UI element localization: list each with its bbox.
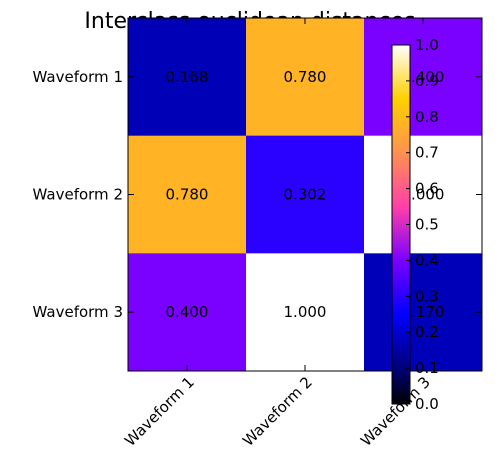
column-labels: Waveform 1 Waveform 2 Waveform 3 [121, 373, 434, 450]
colorbar-tick-label: 0.7 [415, 144, 439, 162]
heatmap-cell [128, 135, 247, 254]
colorbar-tick-label: 0.5 [415, 216, 439, 234]
colorbar-tick-label: 0.8 [415, 108, 439, 126]
heatmap-cell [246, 253, 365, 372]
heatmap-cells [128, 18, 483, 372]
cell-value-label: 0.400 [402, 68, 445, 86]
cell-value-label: 0.780 [166, 186, 209, 204]
row-labels: Waveform 1 Waveform 2 Waveform 3 [33, 68, 123, 321]
colorbar-tick-label: 0.3 [415, 287, 439, 305]
row-label: Waveform 3 [33, 303, 123, 321]
column-label: Waveform 2 [239, 373, 316, 450]
cell-value-label: 0.400 [166, 303, 209, 321]
colorbar-tick-label: 1.0 [415, 36, 439, 54]
heatmap-cell [128, 18, 247, 137]
row-label: Waveform 1 [33, 68, 123, 86]
heatmap-cell-labels: 0.168 0.780 0.400 0.780 0.302 1.000 0.400 1.000… [166, 68, 445, 321]
colorbar-ticks: 0.0 0.1 0.2 0.3 0.4 0.5 0.6 0.7 0.8 0.9 1.0 [406, 36, 439, 413]
colorbar-tick-label: 0.6 [415, 180, 439, 198]
cell-value-label: 1.000 [284, 303, 327, 321]
column-label: Waveform 1 [121, 373, 198, 450]
heatmap-cell [246, 18, 365, 137]
heatmap-cell [128, 253, 247, 372]
heatmap-cell [364, 135, 483, 254]
heatmap-cell [364, 253, 483, 372]
heatmap-cell [246, 135, 365, 254]
colorbar-tick-label: 0.0 [415, 395, 439, 413]
axis-ticks [128, 18, 482, 371]
colorbar: 0.0 0.1 0.2 0.3 0.4 0.5 0.6 0.7 0.8 0.9 1.0 [391, 36, 439, 413]
cell-value-label: 1.000 [402, 186, 445, 204]
cell-value-label: 0.170 [402, 303, 445, 321]
plot-frame [127, 17, 483, 372]
colorbar-tick-label: 0.9 [415, 72, 439, 90]
row-label: Waveform 2 [33, 186, 123, 204]
cell-value-label: 0.168 [166, 68, 209, 86]
cell-value-label: 0.780 [284, 68, 327, 86]
cell-value-label: 0.302 [284, 186, 327, 204]
colorbar-tick-label: 0.2 [415, 323, 439, 341]
heatmap-cell [364, 18, 483, 137]
colorbar-tick-label: 0.1 [415, 359, 439, 377]
colorbar-tick-label: 0.4 [415, 251, 439, 269]
